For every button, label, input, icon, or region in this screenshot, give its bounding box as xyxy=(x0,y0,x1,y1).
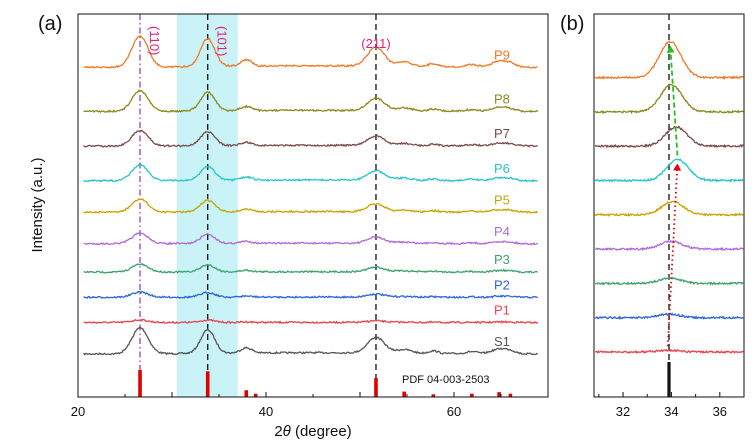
series-label-p6: P6 xyxy=(494,161,510,176)
reference-lines xyxy=(139,14,377,397)
x-tick-label: 32 xyxy=(616,404,630,419)
series-b-line-p5 xyxy=(594,200,744,217)
series-label-p2: P2 xyxy=(494,277,510,292)
reference-stick xyxy=(374,378,378,397)
x-tick-label: 40 xyxy=(259,404,273,419)
series-line-s1 xyxy=(83,326,538,356)
series-label-s1: S1 xyxy=(494,334,510,349)
series-b-line-p8 xyxy=(594,83,744,115)
reference-stick xyxy=(431,394,436,397)
x-tick-label: 34 xyxy=(664,404,678,419)
peak-label: (211) xyxy=(361,36,390,51)
y-axis-title: Intensity (a.u.) xyxy=(29,157,46,252)
series-b-line-p9 xyxy=(594,40,744,81)
shift-arrow-shaft xyxy=(669,45,679,156)
series-line-p5 xyxy=(83,198,539,214)
peak-label: (101) xyxy=(215,26,230,56)
panel-a-label: (a) xyxy=(38,13,62,35)
x-axis-title-prefix: 2 xyxy=(274,423,282,440)
series-line-p9 xyxy=(83,34,538,69)
peak-labels: (110) (101) (211) xyxy=(147,26,391,56)
series-line-p3 xyxy=(83,262,539,274)
reference-stick xyxy=(508,393,513,397)
reference-pattern-label: PDF 04-003-2503 xyxy=(402,374,489,386)
series-labels: S1 P1 P2 P3 P4 P5 P6 P7 P8 P9 xyxy=(494,47,510,349)
shift-arrow-head xyxy=(666,45,675,53)
shift-arrow-shaft xyxy=(666,163,679,347)
x-ticks-b: 32 34 36 xyxy=(598,392,745,419)
series-line-p7 xyxy=(83,130,538,148)
series-line-p8 xyxy=(83,89,539,114)
series-b-line-p6 xyxy=(594,158,744,183)
series-label-p4: P4 xyxy=(494,224,510,239)
panel-b-label: (b) xyxy=(560,13,584,35)
series-label-p7: P7 xyxy=(494,126,510,141)
axes-frame-b xyxy=(593,13,745,398)
series-b-line-p4 xyxy=(595,239,744,252)
series-b-line-p7 xyxy=(594,125,744,149)
reference-stick xyxy=(205,371,210,397)
x-axis-title-suffix: (degree) xyxy=(291,423,352,440)
reference-stick xyxy=(470,393,474,397)
x-tick-label: 60 xyxy=(447,404,461,419)
x-axis-title-theta: θ xyxy=(283,423,291,440)
series-label-p1: P1 xyxy=(494,303,510,318)
series-line-p2 xyxy=(83,290,539,299)
x-tick-label: 36 xyxy=(713,404,727,419)
series-label-p5: P5 xyxy=(494,192,510,207)
series-b-line-p1 xyxy=(595,348,744,354)
series-label-p3: P3 xyxy=(494,252,510,267)
reference-stick xyxy=(402,391,406,397)
reference-line-b xyxy=(667,14,671,397)
series-label-p9: P9 xyxy=(494,47,510,62)
x-tick-label: 20 xyxy=(71,404,85,419)
reference-sticks xyxy=(138,370,513,397)
peak-label: (110) xyxy=(147,26,162,55)
reference-stick xyxy=(138,370,142,397)
reference-stick xyxy=(497,392,501,397)
x-ticks-a: 20 40 60 xyxy=(71,392,549,419)
shift-arrow-head xyxy=(673,163,682,171)
reference-stick xyxy=(667,362,671,397)
series-line-p6 xyxy=(83,163,538,183)
series-line-p4 xyxy=(83,231,539,246)
series-label-p8: P8 xyxy=(494,91,510,106)
reference-stick xyxy=(244,390,249,397)
series-b-line-p3 xyxy=(595,276,744,286)
x-axis-title: 2θ (degree) xyxy=(274,423,351,440)
shift-arrows xyxy=(666,45,682,347)
panel-b: (b) 32 34 36 xyxy=(560,13,745,419)
reference-stick xyxy=(253,393,258,397)
series-group xyxy=(83,34,539,356)
series-line-p1 xyxy=(83,318,539,325)
panel-a: (a) S1 P1 P2 P3 P4 P5 P6 P7 P8 P9 (110) (101) (211)… xyxy=(29,13,549,440)
